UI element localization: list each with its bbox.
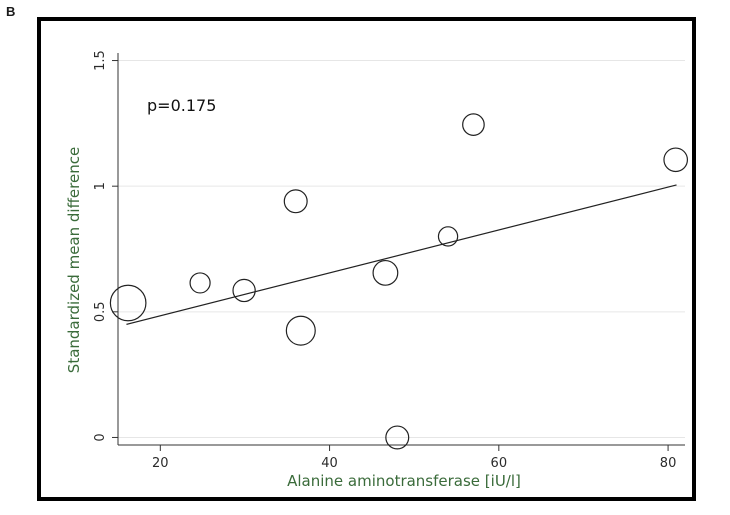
- data-point-5: [372, 259, 399, 286]
- data-point-0: [109, 284, 147, 322]
- data-point-4: [285, 315, 316, 346]
- data-points: [109, 113, 689, 450]
- x-axis-title: Alanine aminotransferase [iU/l]: [287, 472, 521, 490]
- y-tick-label-1: 0.5: [93, 301, 108, 322]
- axes: 0 0.5 1 1.5 20 40 60 80: [93, 50, 685, 471]
- y-tick-label-3: 1.5: [93, 50, 108, 71]
- p-value-annotation: p=0.175: [147, 96, 216, 115]
- data-point-7: [437, 226, 459, 247]
- data-point-2: [232, 278, 256, 303]
- data-point-9: [663, 147, 689, 173]
- x-tick-label-3: 80: [660, 456, 677, 471]
- regression-line: [126, 184, 677, 325]
- data-point-6: [385, 425, 410, 450]
- y-tick-label-0: 0: [93, 433, 108, 441]
- fit-line-layer: [126, 184, 677, 325]
- panel-label: B: [6, 4, 16, 19]
- data-point-3: [283, 189, 308, 214]
- x-tick-label-0: 20: [152, 456, 169, 471]
- data-point-1: [189, 272, 211, 294]
- y-tick-label-2: 1: [93, 182, 108, 190]
- x-tick-label-1: 40: [321, 456, 338, 471]
- grid-lines: [118, 60, 685, 438]
- data-point-8: [462, 113, 485, 136]
- x-tick-label-2: 60: [491, 456, 508, 471]
- chart-frame: [37, 17, 696, 501]
- y-axis-title: Standardized mean difference: [65, 147, 83, 373]
